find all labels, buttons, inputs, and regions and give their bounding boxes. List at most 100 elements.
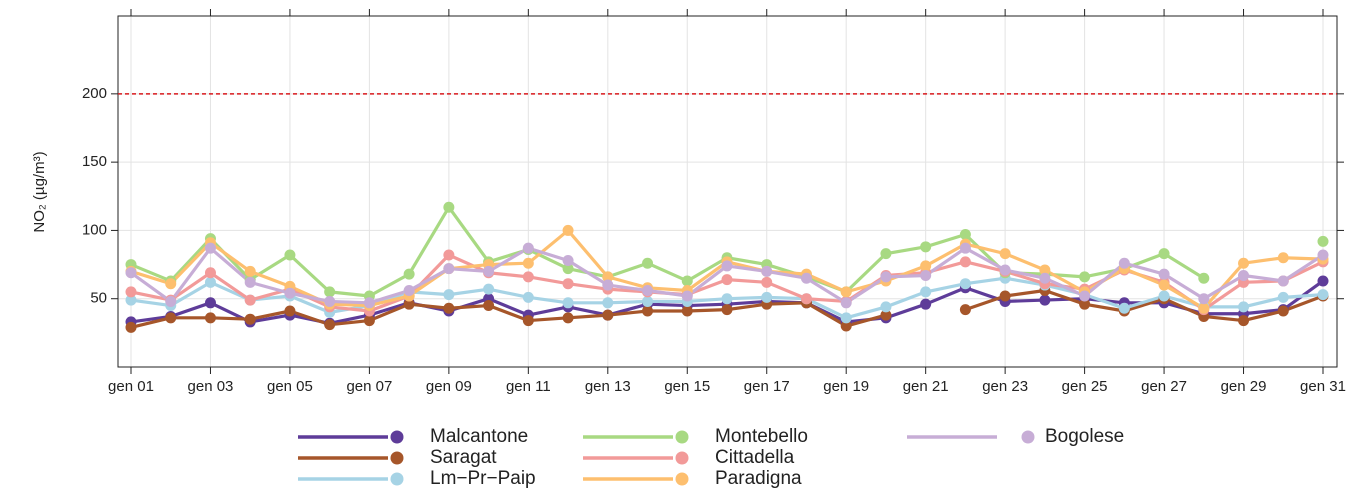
data-point (284, 249, 296, 261)
data-point (443, 263, 455, 275)
data-point (1039, 264, 1051, 276)
data-point (244, 313, 256, 325)
data-point (522, 271, 534, 283)
y-axis-label: NO₂ (µg/m³) (31, 151, 48, 232)
data-point (681, 290, 693, 302)
data-point (642, 305, 654, 317)
data-point (880, 301, 892, 313)
data-point (403, 285, 415, 297)
data-point (999, 264, 1011, 276)
data-point (1238, 257, 1250, 269)
data-point (1158, 279, 1170, 291)
data-point (562, 254, 574, 266)
data-point (1238, 315, 1250, 327)
data-point (840, 286, 852, 298)
x-tick-label: gen 03 (188, 378, 234, 395)
legend-label: Montebello (715, 426, 808, 447)
x-tick-label: gen 23 (982, 378, 1028, 395)
data-point (165, 312, 177, 324)
data-point (959, 278, 971, 290)
legend-label: Saragat (430, 447, 497, 468)
x-tick-label: gen 07 (346, 378, 392, 395)
y-tick-label: 200 (82, 85, 107, 102)
data-point (1277, 291, 1289, 303)
x-tick-label: gen 25 (1062, 378, 1108, 395)
data-point (761, 276, 773, 288)
data-point (920, 298, 932, 310)
data-point (1238, 301, 1250, 313)
x-tick-label: gen 21 (903, 378, 949, 395)
data-point (1277, 275, 1289, 287)
legend-dot (1021, 430, 1035, 444)
data-point (204, 276, 216, 288)
data-point (204, 312, 216, 324)
data-point (562, 297, 574, 309)
data-point (761, 265, 773, 277)
data-point (125, 321, 137, 333)
data-point (721, 304, 733, 316)
data-point (721, 260, 733, 272)
data-point (522, 291, 534, 303)
x-tick-label: gen 31 (1300, 378, 1346, 395)
legend-label: Paradigna (715, 468, 802, 489)
legend-dot (390, 451, 404, 465)
data-point (244, 265, 256, 277)
data-point (204, 267, 216, 279)
y-tick-label: 50 (90, 290, 107, 307)
data-point (1317, 289, 1329, 301)
data-point (602, 279, 614, 291)
data-point (483, 300, 495, 312)
x-tick-label: gen 27 (1141, 378, 1187, 395)
data-point (284, 287, 296, 299)
data-point (642, 257, 654, 269)
data-point (363, 315, 375, 327)
x-tick-label: gen 01 (108, 378, 154, 395)
data-point (959, 304, 971, 316)
data-point (1039, 272, 1051, 284)
data-point (125, 286, 137, 298)
legend-dot (390, 472, 404, 486)
data-point (562, 278, 574, 290)
data-point (1079, 290, 1091, 302)
data-point (1118, 302, 1130, 314)
data-point (959, 229, 971, 241)
data-point (1158, 248, 1170, 260)
data-point (244, 276, 256, 288)
data-point (284, 305, 296, 317)
data-point (1317, 275, 1329, 287)
x-tick-label: gen 15 (664, 378, 710, 395)
data-point (999, 290, 1011, 302)
data-point (840, 297, 852, 309)
data-point (681, 305, 693, 317)
data-point (483, 283, 495, 295)
data-point (642, 295, 654, 307)
data-point (1277, 305, 1289, 317)
data-point (681, 275, 693, 287)
x-tick-label: gen 05 (267, 378, 313, 395)
data-point (165, 278, 177, 290)
data-point (959, 242, 971, 254)
data-point (1118, 257, 1130, 269)
x-tick-label: gen 09 (426, 378, 472, 395)
data-point (1317, 235, 1329, 247)
data-point (840, 312, 852, 324)
data-point (1277, 252, 1289, 264)
legend-dot (675, 430, 689, 444)
data-point (443, 289, 455, 301)
legend-label: Lm−Pr−Paip (430, 468, 536, 489)
data-point (483, 265, 495, 277)
legend-label: Bogolese (1045, 426, 1124, 447)
data-point (920, 286, 932, 298)
x-tick-label: gen 17 (744, 378, 790, 395)
data-point (1198, 293, 1210, 305)
data-point (1158, 268, 1170, 280)
data-point (999, 248, 1011, 260)
x-tick-label: gen 19 (823, 378, 869, 395)
data-point (800, 293, 812, 305)
data-point (204, 242, 216, 254)
data-point (403, 268, 415, 280)
data-point (522, 242, 534, 254)
legend-dot (390, 430, 404, 444)
data-point (244, 294, 256, 306)
data-point (403, 298, 415, 310)
